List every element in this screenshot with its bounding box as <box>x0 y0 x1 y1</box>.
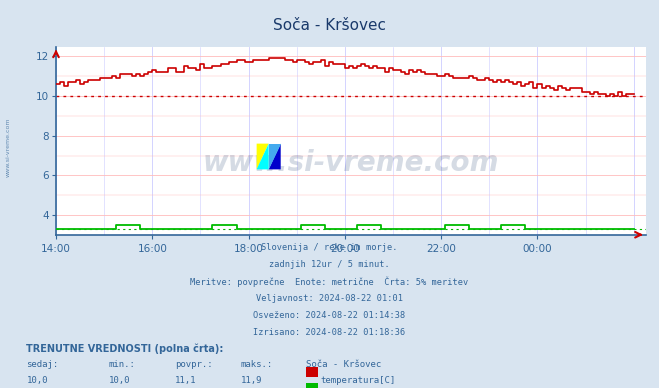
Text: sedaj:: sedaj: <box>26 360 59 369</box>
Text: povpr.:: povpr.: <box>175 360 212 369</box>
Text: Veljavnost: 2024-08-22 01:01: Veljavnost: 2024-08-22 01:01 <box>256 294 403 303</box>
Text: maks.:: maks.: <box>241 360 273 369</box>
Text: temperatura[C]: temperatura[C] <box>321 376 396 385</box>
Text: 10,0: 10,0 <box>26 376 48 385</box>
Text: 11,9: 11,9 <box>241 376 262 385</box>
Text: Soča - Kršovec: Soča - Kršovec <box>306 360 382 369</box>
Polygon shape <box>256 144 269 170</box>
Text: min.:: min.: <box>109 360 136 369</box>
Polygon shape <box>256 144 269 170</box>
Text: Osveženo: 2024-08-22 01:14:38: Osveženo: 2024-08-22 01:14:38 <box>253 311 406 320</box>
Text: Slovenija / reke in morje.: Slovenija / reke in morje. <box>261 242 398 251</box>
Text: www.si-vreme.com: www.si-vreme.com <box>5 118 11 177</box>
Polygon shape <box>269 144 281 170</box>
Text: TRENUTNE VREDNOSTI (polna črta):: TRENUTNE VREDNOSTI (polna črta): <box>26 343 224 354</box>
Text: Izrisano: 2024-08-22 01:18:36: Izrisano: 2024-08-22 01:18:36 <box>253 328 406 337</box>
Polygon shape <box>269 144 281 170</box>
Text: Soča - Kršovec: Soča - Kršovec <box>273 18 386 33</box>
Text: Meritve: povprečne  Enote: metrične  Črta: 5% meritev: Meritve: povprečne Enote: metrične Črta:… <box>190 277 469 287</box>
Text: zadnjih 12ur / 5 minut.: zadnjih 12ur / 5 minut. <box>269 260 390 268</box>
Text: 11,1: 11,1 <box>175 376 196 385</box>
Text: www.si-vreme.com: www.si-vreme.com <box>203 149 499 177</box>
Text: 10,0: 10,0 <box>109 376 130 385</box>
